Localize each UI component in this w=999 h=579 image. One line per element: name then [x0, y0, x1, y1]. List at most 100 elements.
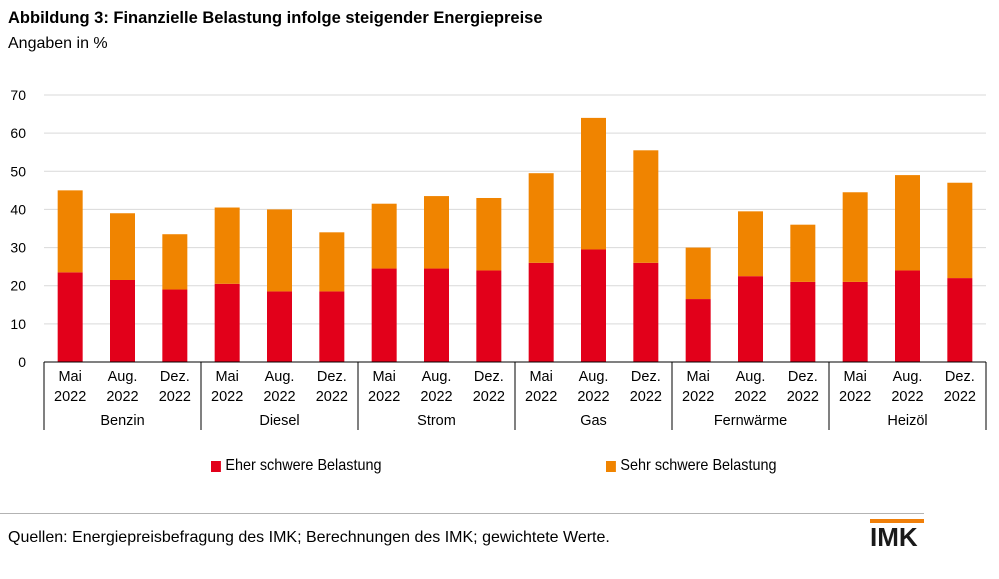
group-label-fernwärme: Fernwärme [714, 413, 787, 429]
bar-heizöl-0-series-0 [842, 281, 868, 362]
x-tick-label-strom-1-1: 2022 [420, 389, 452, 405]
bar-heizöl-1-series-0 [895, 270, 920, 362]
legend-swatch-sehr-schwere [606, 460, 616, 472]
x-tick-label-fernwärme-2-1: 2022 [787, 389, 819, 405]
x-tick-label-strom-2-1: 2022 [473, 389, 505, 405]
x-tick-label-diesel-0-1: 2022 [211, 389, 243, 405]
bar-benzin-0-series-0 [57, 272, 83, 362]
bar-benzin-1-series-1 [110, 213, 135, 280]
bar-gas-1-series-1 [581, 117, 606, 250]
bar-benzin-1-series-0 [110, 279, 135, 362]
bar-heizöl-2-series-1 [947, 182, 973, 279]
bar-fernwärme-0-series-1 [685, 247, 711, 300]
bar-fernwärme-1-series-1 [738, 211, 763, 277]
x-tick-label-fernwärme-1-1: 2022 [734, 389, 766, 405]
imk-logo: IMK [870, 519, 924, 551]
legend-label-eher-schwere: Eher schwere Belastung [225, 457, 382, 474]
x-tick-label-fernwärme-1-0: Aug. [736, 369, 766, 385]
group-label-gas: Gas [580, 413, 607, 429]
bar-fernwärme-2-series-0 [790, 281, 816, 362]
bar-fernwärme-0-series-0 [685, 299, 711, 362]
x-tick-label-diesel-2-1: 2022 [316, 389, 348, 405]
chart-title: Abbildung 3: Finanzielle Belastung infol… [8, 9, 543, 27]
footer-divider [0, 513, 924, 514]
x-tick-label-diesel-0-0: Mai [215, 369, 238, 385]
bar-heizöl-0-series-1 [842, 192, 868, 282]
x-tick-label-strom-0-0: Mai [372, 369, 395, 385]
bar-strom-1-series-0 [424, 268, 449, 362]
bar-benzin-0-series-1 [57, 190, 83, 273]
x-tick-label-diesel-2-0: Dez. [317, 369, 347, 385]
bar-gas-1-series-0 [581, 249, 606, 362]
bar-fernwärme-1-series-0 [738, 276, 763, 362]
bar-benzin-2-series-1 [162, 234, 188, 290]
bar-gas-2-series-1 [633, 150, 659, 263]
bar-gas-2-series-0 [633, 262, 659, 362]
x-tick-label-gas-2-0: Dez. [631, 369, 661, 385]
imk-logo-bar [870, 519, 924, 523]
x-tick-label-diesel-1-1: 2022 [263, 389, 295, 405]
bar-diesel-0-series-0 [214, 283, 240, 362]
x-tick-label-strom-1-0: Aug. [422, 369, 452, 385]
x-tick-label-benzin-2-0: Dez. [160, 369, 190, 385]
x-tick-label-fernwärme-2-0: Dez. [788, 369, 818, 385]
y-tick-label-20: 20 [10, 278, 26, 294]
y-tick-label-60: 60 [10, 125, 26, 141]
y-tick-label-40: 40 [10, 201, 26, 217]
bar-strom-0-series-1 [371, 203, 397, 269]
x-tick-label-benzin-0-0: Mai [58, 369, 81, 385]
bar-diesel-2-series-0 [319, 291, 345, 362]
y-tick-label-10: 10 [10, 316, 26, 332]
bar-strom-2-series-1 [476, 197, 502, 271]
x-tick-label-gas-0-0: Mai [529, 369, 552, 385]
x-tick-label-heizöl-0-0: Mai [843, 369, 866, 385]
bar-strom-2-series-0 [476, 270, 502, 362]
x-tick-label-heizöl-2-1: 2022 [944, 389, 976, 405]
bar-heizöl-1-series-1 [895, 175, 920, 271]
legend-label-sehr-schwere: Sehr schwere Belastung [620, 457, 777, 474]
y-tick-label-50: 50 [10, 163, 26, 179]
bar-strom-0-series-0 [371, 268, 397, 362]
group-label-strom: Strom [417, 413, 456, 429]
group-label-heizöl: Heizöl [887, 413, 927, 429]
y-tick-label-30: 30 [10, 240, 26, 256]
x-tick-label-fernwärme-0-1: 2022 [682, 389, 714, 405]
bar-heizöl-2-series-0 [947, 278, 973, 362]
x-tick-label-heizöl-1-0: Aug. [893, 369, 923, 385]
x-tick-label-diesel-1-0: Aug. [265, 369, 295, 385]
bar-diesel-1-series-0 [267, 291, 292, 362]
chart-subtitle: Angaben in % [8, 35, 108, 52]
legend-item-sehr-schwere: Sehr schwere Belastung [606, 457, 776, 475]
x-tick-label-strom-2-0: Dez. [474, 369, 504, 385]
y-tick-label-0: 0 [18, 354, 26, 370]
source-note: Quellen: Energiepreisbefragung des IMK; … [8, 529, 610, 546]
bar-benzin-2-series-0 [162, 289, 188, 362]
x-tick-label-heizöl-2-0: Dez. [945, 369, 975, 385]
group-label-benzin: Benzin [100, 413, 144, 429]
bar-gas-0-series-0 [528, 262, 554, 362]
x-tick-label-strom-0-1: 2022 [368, 389, 400, 405]
x-tick-label-benzin-1-1: 2022 [106, 389, 138, 405]
x-tick-label-gas-2-1: 2022 [630, 389, 662, 405]
y-tick-label-70: 70 [10, 87, 26, 103]
bar-fernwärme-2-series-1 [790, 224, 816, 282]
x-tick-label-gas-0-1: 2022 [525, 389, 557, 405]
bar-gas-0-series-1 [528, 173, 554, 263]
bar-diesel-1-series-1 [267, 209, 292, 292]
legend-swatch-eher-schwere [211, 460, 221, 472]
bar-diesel-0-series-1 [214, 207, 240, 284]
x-tick-label-gas-1-0: Aug. [579, 369, 609, 385]
x-tick-label-heizöl-0-1: 2022 [839, 389, 871, 405]
x-tick-label-benzin-2-1: 2022 [159, 389, 191, 405]
legend-item-eher-schwere: Eher schwere Belastung [211, 457, 381, 475]
x-tick-label-fernwärme-0-0: Mai [686, 369, 709, 385]
x-tick-label-benzin-0-1: 2022 [54, 389, 86, 405]
imk-logo-text: IMK [870, 522, 918, 552]
x-tick-label-benzin-1-0: Aug. [108, 369, 138, 385]
bar-strom-1-series-1 [424, 196, 449, 269]
group-label-diesel: Diesel [259, 413, 299, 429]
x-tick-label-gas-1-1: 2022 [577, 389, 609, 405]
bar-diesel-2-series-1 [319, 232, 345, 292]
x-tick-label-heizöl-1-1: 2022 [891, 389, 923, 405]
